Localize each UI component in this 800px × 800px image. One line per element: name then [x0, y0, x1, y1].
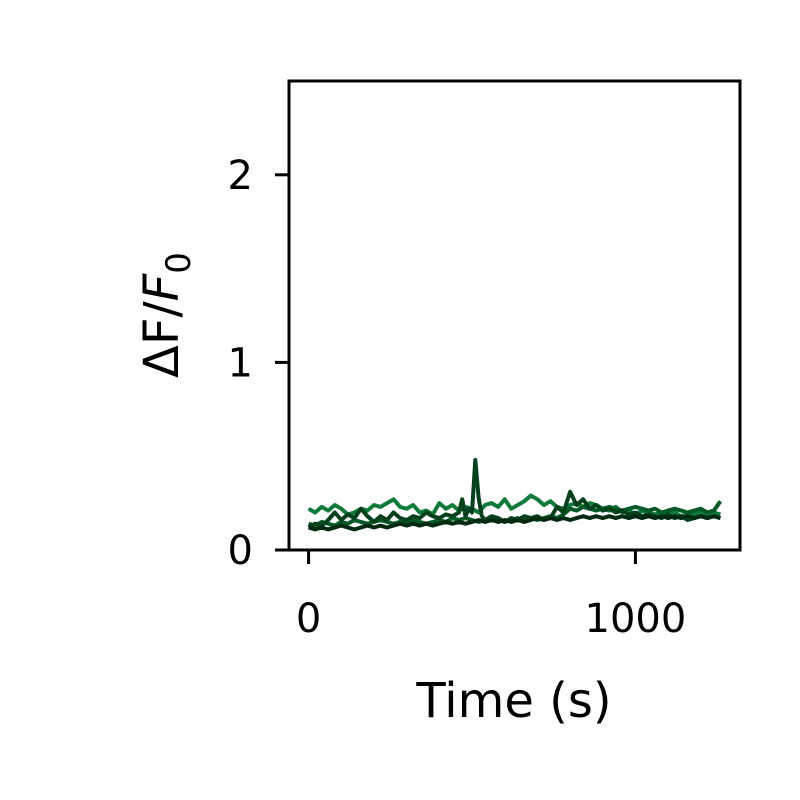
- y-axis-title-variable: F: [134, 272, 190, 301]
- x-tick-label-1: 1000: [585, 596, 687, 642]
- y-tick-label-0: 0: [228, 528, 253, 574]
- series-line-4: [308, 514, 721, 532]
- x-axis-title: Time (s): [415, 673, 611, 729]
- y-axis-title-prefix: ΔF/: [134, 300, 190, 377]
- ticks-layer: 0 1000 0 1 2: [228, 153, 687, 642]
- y-axis-title-subscript: 0: [159, 252, 199, 274]
- y-tick-label-2: 2: [228, 153, 253, 199]
- series-layer: [307, 458, 723, 532]
- x-tick-label-0: 0: [296, 596, 321, 642]
- plot-frame: [287, 79, 742, 552]
- y-tick-label-1: 1: [228, 340, 253, 386]
- y-axis-title: ΔF/F0: [134, 252, 199, 378]
- series-line-1: [307, 493, 721, 519]
